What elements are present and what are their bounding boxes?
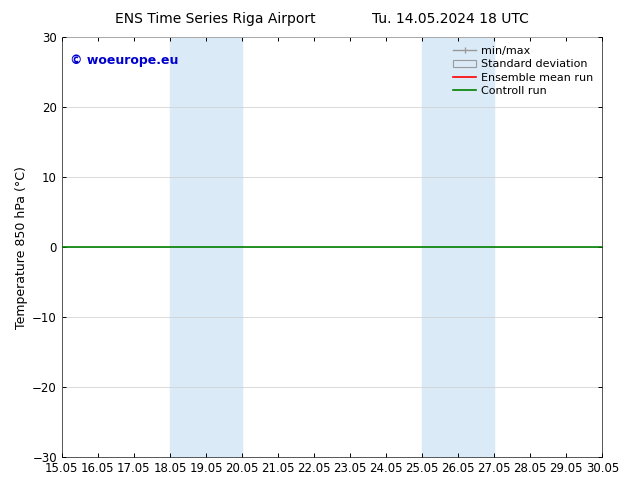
Bar [170, 37, 242, 457]
Bar [422, 37, 495, 457]
Text: © woeurope.eu: © woeurope.eu [70, 54, 178, 67]
Legend: min/max, Standard deviation, Ensemble mean run, Controll run: min/max, Standard deviation, Ensemble me… [450, 43, 597, 99]
Text: Tu. 14.05.2024 18 UTC: Tu. 14.05.2024 18 UTC [372, 12, 529, 26]
Text: ENS Time Series Riga Airport: ENS Time Series Riga Airport [115, 12, 316, 26]
Y-axis label: Temperature 850 hPa (°C): Temperature 850 hPa (°C) [15, 166, 28, 329]
